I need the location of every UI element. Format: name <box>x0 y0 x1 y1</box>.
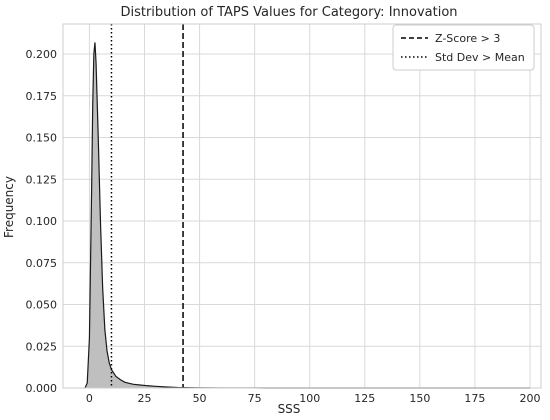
x-tick-label: 75 <box>248 392 262 405</box>
x-tick-label: 100 <box>299 392 320 405</box>
x-tick-label: 0 <box>86 392 93 405</box>
legend-label-stddev: Std Dev > Mean <box>435 51 525 64</box>
y-tick-label: 0.050 <box>26 299 58 312</box>
legend-label-zscore: Z-Score > 3 <box>435 32 500 45</box>
x-tick-label: 25 <box>138 392 152 405</box>
y-tick-label: 0.075 <box>26 257 58 270</box>
y-tick-label: 0.100 <box>26 215 58 228</box>
y-axis-label: Frequency <box>2 176 16 238</box>
y-tick-label: 0.150 <box>26 132 58 145</box>
x-tick-labels: 0 25 50 75 100 125 150 175 200 <box>86 392 541 405</box>
y-tick-label: 0.175 <box>26 90 58 103</box>
density-area <box>84 42 530 389</box>
y-tick-label: 0.000 <box>26 382 58 395</box>
plot-area-border <box>62 23 542 389</box>
y-tick-label: 0.125 <box>26 173 58 186</box>
legend: Z-Score > 3 Std Dev > Mean <box>392 24 535 71</box>
reference-lines <box>110 24 184 388</box>
plot-frame <box>62 23 542 389</box>
x-tick-label: 50 <box>193 392 207 405</box>
x-tick-label: 200 <box>519 392 540 405</box>
grid <box>63 24 541 389</box>
y-tick-label: 0.200 <box>26 48 58 61</box>
density-fill <box>85 42 530 389</box>
density-line <box>84 42 530 389</box>
x-tick-label: 125 <box>354 392 375 405</box>
legend-box <box>392 24 535 71</box>
y-tick-labels: 0.000 0.025 0.050 0.075 0.100 0.125 0.150 0.175… <box>26 48 58 395</box>
x-tick-label: 175 <box>464 392 485 405</box>
x-axis-label: SSS <box>278 402 301 416</box>
y-tick-label: 0.025 <box>26 340 58 353</box>
x-tick-label: 150 <box>409 392 430 405</box>
chart-title: Distribution of TAPS Values for Category… <box>120 5 457 20</box>
